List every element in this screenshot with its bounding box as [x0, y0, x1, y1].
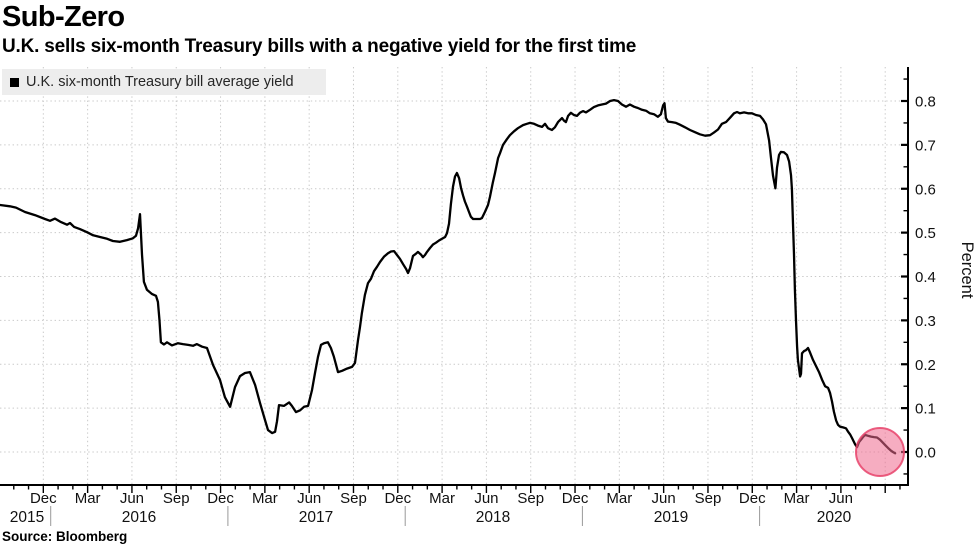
x-year-label: 2016 — [122, 509, 156, 526]
y-tick-label: 0.5 — [915, 225, 936, 242]
x-month-label: Mar — [252, 490, 278, 507]
x-month-label: Jun — [829, 490, 853, 507]
x-month-label: Dec — [30, 490, 57, 507]
source-attribution: Source: Bloomberg — [2, 529, 128, 544]
y-tick-label: 0.6 — [915, 181, 936, 198]
y-tick-label: 0.2 — [915, 357, 936, 374]
y-tick-label: 0.3 — [915, 313, 936, 330]
y-axis-title: Percent — [958, 242, 976, 299]
page-title: Sub-Zero — [2, 1, 125, 33]
x-year-label: 2019 — [654, 509, 688, 526]
y-tick-label: 0.4 — [915, 269, 936, 286]
x-month-label: Mar — [606, 490, 632, 507]
x-month-label: Jun — [652, 490, 676, 507]
x-year-label: 2018 — [476, 509, 510, 526]
page-subtitle: U.K. sells six-month Treasury bills with… — [2, 36, 637, 57]
x-month-label: Mar — [75, 490, 101, 507]
x-month-label: Sep — [517, 490, 544, 507]
y-tick-label: 0.7 — [915, 137, 936, 154]
x-month-label: Jun — [474, 490, 498, 507]
x-month-label: Dec — [562, 490, 589, 507]
x-month-label: Sep — [163, 490, 190, 507]
series-line — [0, 98, 897, 455]
x-year-label: 2017 — [299, 509, 333, 526]
y-tick-label: 0.8 — [915, 94, 936, 111]
legend-series-marker-icon — [10, 77, 19, 87]
x-year-label: 2015 — [10, 509, 44, 526]
x-month-label: Sep — [340, 490, 367, 507]
x-month-label: Mar — [784, 490, 810, 507]
x-month-label: Dec — [739, 490, 766, 507]
x-month-label: Dec — [207, 490, 234, 507]
x-month-label: Mar — [429, 490, 455, 507]
legend-series-label: U.K. six-month Treasury bill average yie… — [26, 74, 294, 90]
x-year-label: 2020 — [817, 509, 852, 526]
highlight-circle — [855, 427, 905, 477]
x-month-label: Jun — [297, 490, 321, 507]
y-tick-label: 0.1 — [915, 401, 936, 418]
x-month-label: Jun — [120, 490, 144, 507]
x-month-label: Dec — [384, 490, 411, 507]
legend: U.K. six-month Treasury bill average yie… — [2, 69, 326, 95]
x-month-label: Sep — [695, 490, 722, 507]
y-tick-label: 0.0 — [915, 445, 936, 462]
